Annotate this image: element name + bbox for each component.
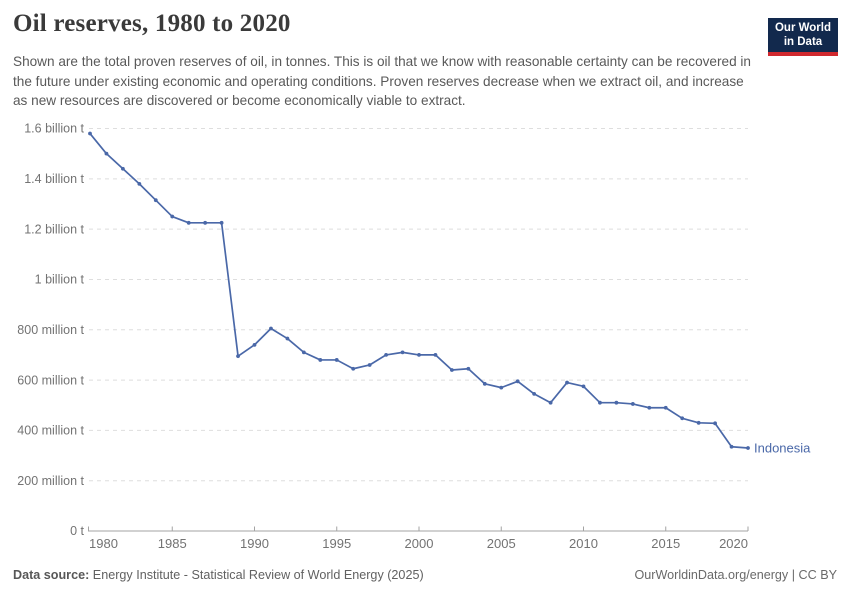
data-source-note: Data source: Energy Institute - Statisti… [13,568,424,582]
data-point [269,326,273,331]
chart-footer: Data source: Energy Institute - Statisti… [13,568,837,582]
data-point [318,358,323,362]
data-point [630,402,635,406]
x-axis-tick-label: 2020 [719,536,748,551]
data-point [219,220,224,225]
data-point [121,166,125,171]
y-axis-tick-label: 1.4 billion t [24,172,84,186]
data-point [252,342,257,347]
owid-logo-line2: in Data [783,35,823,48]
data-point [351,366,356,371]
data-point [663,405,668,410]
chart-subtitle: Shown are the total proven reserves of o… [13,54,751,108]
data-point [532,391,537,396]
x-axis-tick-label: 2015 [651,536,680,551]
x-axis-tick-label: 2010 [569,536,598,551]
data-point [713,421,717,426]
y-axis-tick-label: 1 billion t [35,273,85,287]
data-point [301,350,306,355]
y-axis-tick-label: 600 million t [17,373,84,387]
chart-title: Oil reserves, 1980 to 2020 [13,10,291,37]
data-point [499,385,504,390]
data-point [433,353,438,357]
data-point [186,220,191,225]
data-point [680,416,685,421]
y-axis-tick-label: 0 t [70,524,84,538]
data-point [482,381,487,386]
data-point [384,353,388,357]
data-point [285,336,290,341]
series-label-indonesia: Indonesia [754,440,811,455]
data-source-text: Energy Institute - Statistical Review of… [89,568,424,582]
y-axis-tick-label: 800 million t [17,323,84,337]
data-source-label: Data source: [13,568,90,582]
data-point [417,353,421,357]
data-point [614,400,619,405]
data-point [153,198,158,203]
x-axis-tick-label: 1980 [89,536,118,551]
data-point [88,131,92,136]
data-point [696,420,701,425]
data-point [334,358,339,362]
data-point [367,363,372,367]
data-point [581,384,586,389]
y-axis-tick-label: 1.6 billion t [24,122,84,136]
x-axis-tick-label: 2005 [487,536,516,551]
data-point [137,181,142,186]
data-point [104,151,109,156]
owid-logo-line1: Our World [774,22,831,34]
license-link[interactable]: OurWorldinData.org/energy | CC BY [634,568,837,582]
data-point [170,214,175,219]
x-axis-tick-label: 1985 [158,536,187,551]
y-axis-tick-label: 1.2 billion t [24,222,84,236]
x-axis-tick-label: 1990 [240,536,269,551]
data-point [466,366,471,371]
x-axis-tick-label: 2000 [405,536,434,551]
series-line-indonesia [89,132,749,449]
data-point [598,400,602,405]
y-axis-tick-label: 200 million t [17,474,84,488]
x-axis-tick-label: 1995 [322,536,351,551]
data-point [565,380,569,385]
data-point [515,379,520,384]
data-point [647,405,652,410]
data-point [450,368,454,372]
y-axis-tick-label: 400 million t [17,424,84,438]
data-point [746,446,750,450]
owid-logo[interactable]: Our World in Data [768,18,838,56]
data-point [548,400,553,405]
data-point [400,350,405,355]
data-point [203,220,208,225]
data-point [236,354,240,359]
data-point [729,444,734,449]
